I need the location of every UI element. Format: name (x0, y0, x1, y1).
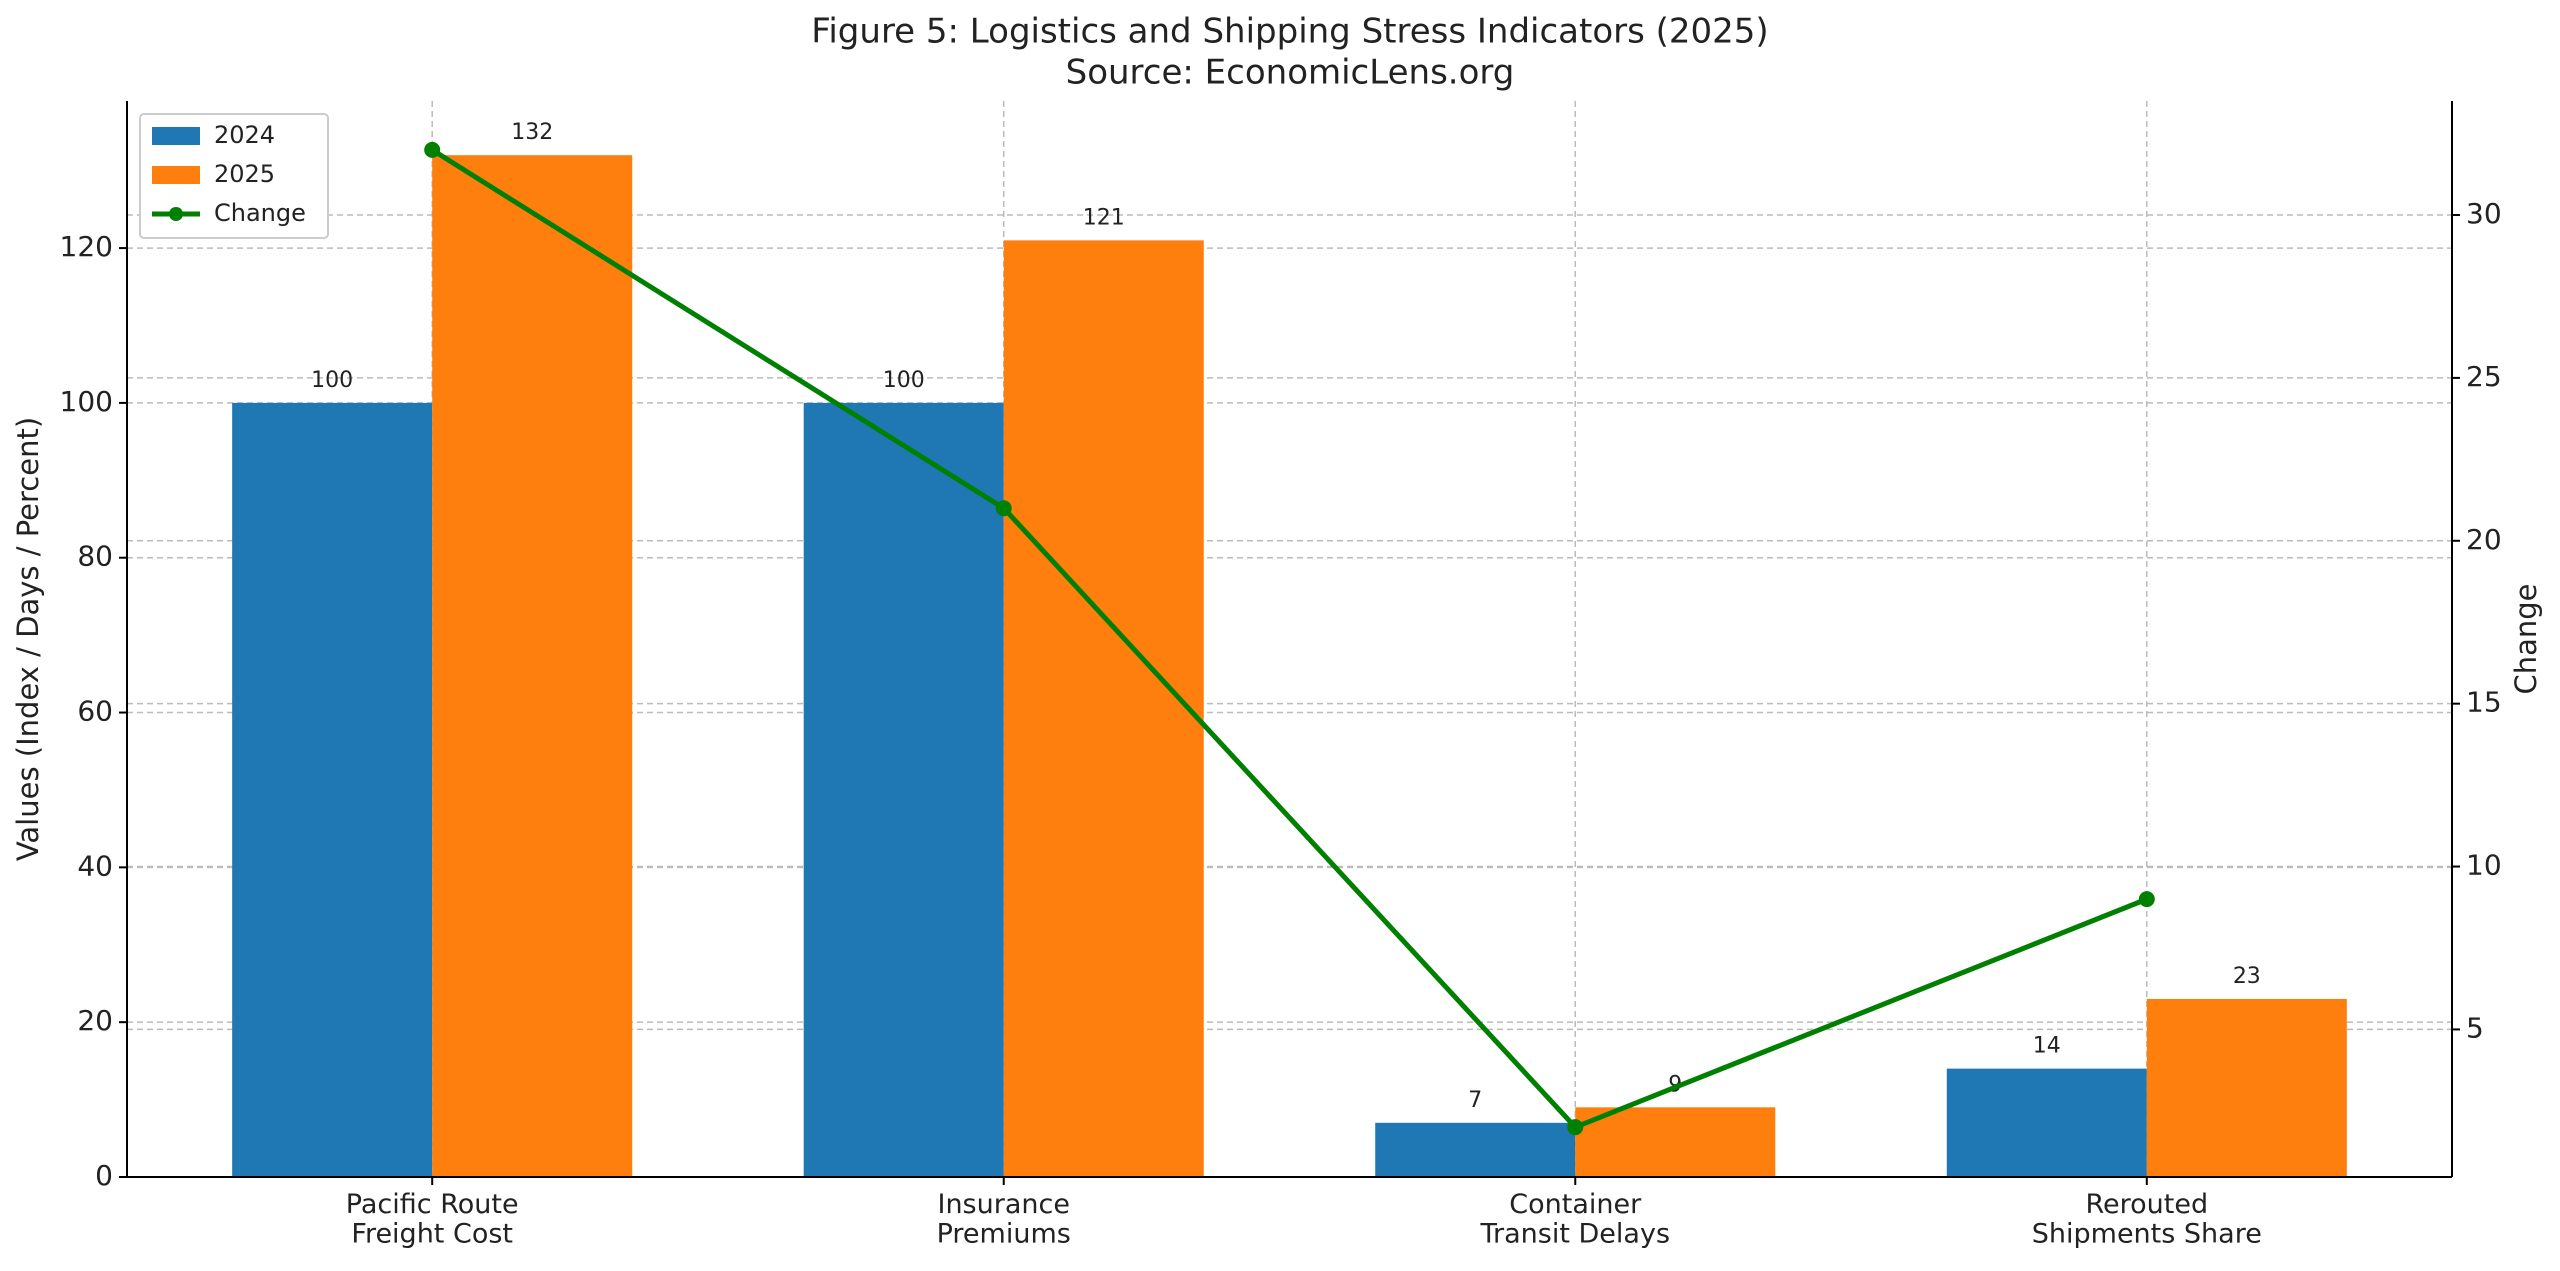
line (430, 147, 2148, 1131)
bar (1375, 1122, 1576, 1177)
x-tick-label: Container Transit Delays (1480, 1189, 1671, 1250)
y2-tick-label: 25 (2466, 360, 2502, 393)
x-tick-label: Insurance Premiums (937, 1189, 1071, 1250)
y-tick-label: 120 (60, 230, 113, 263)
bar (803, 402, 1004, 1177)
y-tick-label: 40 (77, 849, 113, 882)
bar (232, 402, 433, 1177)
chart-subtitle: Source: EconomicLens.org (1066, 53, 1515, 93)
bar (1575, 1107, 1776, 1177)
chart-title: Figure 5: Logistics and Shipping Stress … (811, 12, 1768, 52)
line-point (2138, 891, 2155, 908)
bar (1946, 1068, 2147, 1177)
legend-label: Change (214, 199, 306, 227)
y2-axis-label: Change (2509, 583, 2543, 694)
value-label: 7 (1468, 1088, 1482, 1113)
y-axis-label: Values (Index / Days / Percent) (11, 417, 45, 861)
x-tick-label: Pacific Route Freight Cost (346, 1189, 519, 1250)
line-point (1567, 1119, 1584, 1136)
y-tick-label: 100 (60, 385, 113, 418)
value-label: 100 (311, 368, 353, 393)
value-label: 132 (511, 120, 553, 145)
y2-tick-label: 5 (2466, 1011, 2484, 1044)
legend-label: 2025 (214, 160, 275, 188)
bar (2146, 998, 2347, 1177)
x-tick-label: Rerouted Shipments Share (2032, 1189, 2262, 1250)
value-label: 100 (883, 368, 925, 393)
bar (432, 155, 633, 1177)
value-label: 23 (2233, 964, 2261, 989)
value-label: 14 (2033, 1034, 2061, 1059)
legend-swatch (152, 166, 200, 184)
y2-tick-label: 20 (2466, 523, 2502, 556)
y-tick-label: 20 (77, 1004, 113, 1037)
y2-tick-label: 30 (2466, 197, 2502, 230)
legend-swatch (152, 127, 200, 145)
line-point (995, 500, 1012, 517)
value-label: 121 (1083, 205, 1125, 230)
legend-swatch (169, 207, 183, 221)
y2-tick-label: 10 (2466, 849, 2502, 882)
y-tick-label: 0 (95, 1159, 113, 1192)
y-tick-label: 80 (77, 540, 113, 573)
bar (1003, 240, 1204, 1177)
y-tick-label: 60 (77, 695, 113, 728)
line-point (424, 141, 441, 158)
legend-label: 2024 (214, 121, 275, 149)
y2-tick-label: 15 (2466, 686, 2502, 719)
